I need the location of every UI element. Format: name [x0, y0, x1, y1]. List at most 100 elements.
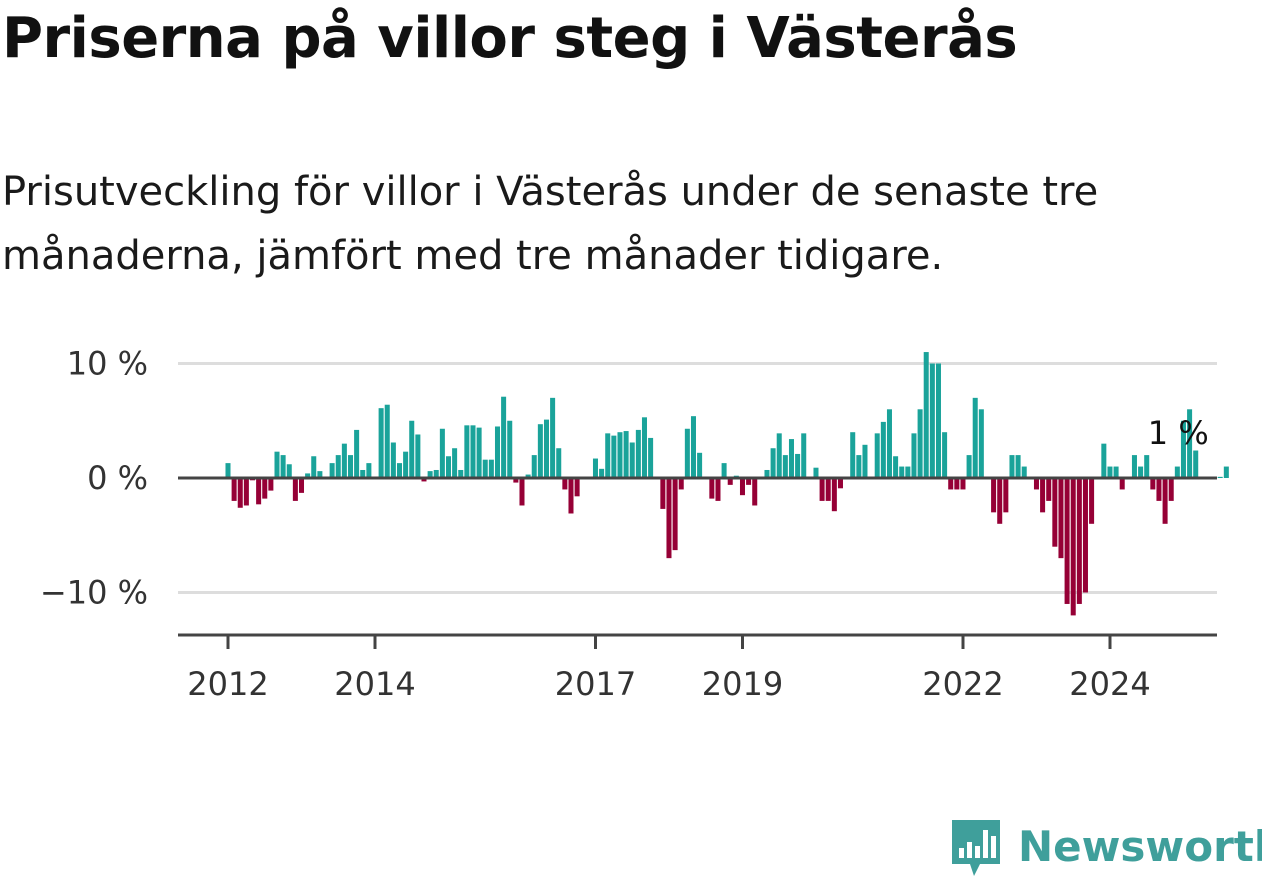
bar [752, 478, 758, 506]
bars [225, 352, 1229, 616]
bar [464, 425, 470, 478]
bar [709, 478, 715, 499]
bar [1101, 443, 1107, 478]
bar [256, 478, 262, 505]
bar [672, 478, 678, 551]
bar [329, 463, 335, 478]
bar [445, 456, 451, 478]
bar [1168, 478, 1174, 501]
bar [421, 478, 427, 482]
bar [476, 427, 482, 478]
bar [409, 420, 415, 478]
bar [837, 478, 843, 489]
chart-title: Priserna på villor steg i Västerås [2, 6, 1018, 71]
bar [641, 417, 647, 478]
bar [874, 433, 880, 478]
bar [1138, 466, 1144, 478]
bar [721, 463, 727, 478]
bar [960, 478, 966, 490]
bar [690, 416, 696, 478]
bar [415, 434, 421, 478]
bar [531, 455, 537, 478]
bar [776, 433, 782, 478]
bar [862, 444, 868, 478]
bar [1156, 478, 1162, 501]
bar [1193, 450, 1199, 478]
bar [813, 467, 819, 478]
bar [286, 464, 292, 478]
bar [948, 478, 954, 490]
bar [1009, 455, 1015, 478]
last-value-annotation: 1 % [1148, 414, 1209, 452]
bar [899, 466, 905, 478]
bar [825, 478, 831, 501]
bar [605, 433, 611, 478]
chart-subtitle: Prisutveckling för villor i Västerås und… [2, 169, 1099, 279]
bar [433, 469, 439, 478]
bar [1082, 478, 1088, 593]
bar [354, 429, 360, 478]
bar [243, 478, 249, 506]
bar [997, 478, 1003, 524]
bar [390, 442, 396, 478]
bar [280, 455, 286, 478]
bar [1150, 478, 1156, 490]
bar [513, 478, 519, 483]
y-tick-label: −10 % [40, 574, 148, 612]
axes [178, 476, 1217, 637]
bar [1003, 478, 1009, 513]
y-tick-label: 0 % [87, 459, 148, 497]
bar [886, 409, 892, 478]
bar [727, 478, 733, 485]
bar [574, 478, 580, 497]
bar [488, 459, 494, 478]
bar [225, 463, 231, 478]
bar [292, 478, 298, 501]
bar [592, 458, 598, 478]
bar [635, 429, 641, 478]
bar [384, 404, 390, 478]
bar [678, 478, 684, 490]
bar [262, 478, 268, 499]
x-tick-label: 2012 [187, 665, 268, 703]
bar [231, 478, 237, 501]
x-tick-label: 2024 [1069, 665, 1150, 703]
bar [470, 425, 476, 478]
bar [268, 478, 274, 491]
y-tick-label: 10 % [67, 345, 148, 383]
bar [562, 478, 568, 490]
bar [1144, 455, 1150, 478]
bar [770, 448, 776, 478]
bar [1089, 478, 1095, 524]
bar [1052, 478, 1058, 547]
bar [543, 419, 549, 478]
bar [666, 478, 672, 559]
bar [935, 363, 941, 478]
x-tick-label: 2019 [702, 665, 783, 703]
bar [1033, 478, 1039, 490]
bar [1058, 478, 1064, 559]
bar [458, 469, 464, 478]
gridlines [178, 362, 1217, 594]
x-tick-label: 2017 [555, 665, 636, 703]
x-tick-label: 2014 [334, 665, 415, 703]
bar [782, 455, 788, 478]
bar [795, 453, 801, 478]
bar [1217, 476, 1223, 479]
bar [298, 478, 305, 493]
bar [1174, 466, 1180, 478]
x-axis-ticks: 2012 2014 2017 2019 2022 2024 [187, 635, 1151, 703]
bar [746, 478, 752, 485]
bar [537, 424, 543, 478]
bar [347, 455, 353, 478]
bar [317, 471, 323, 478]
bar [1162, 478, 1168, 524]
bar [439, 428, 445, 478]
bar [629, 442, 635, 478]
bar [966, 455, 972, 478]
bar [1180, 420, 1186, 478]
bar [1040, 478, 1046, 513]
bar [623, 431, 629, 478]
bar [715, 478, 721, 501]
bar [427, 471, 433, 478]
